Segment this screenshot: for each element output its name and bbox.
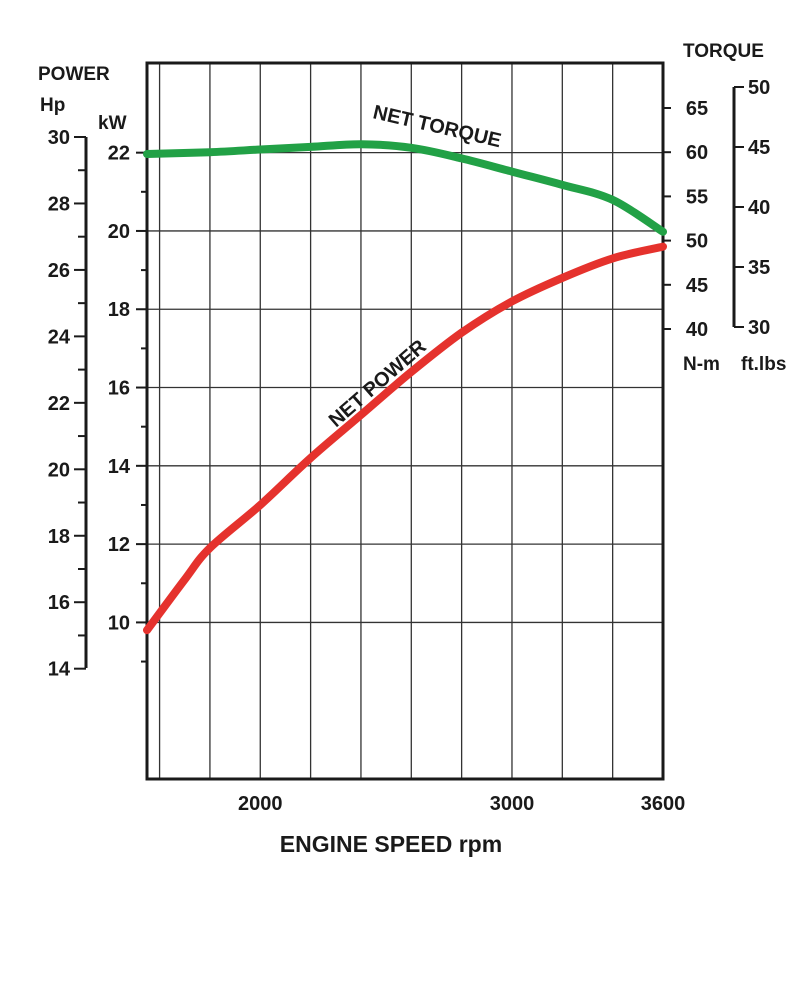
grid-horizontal-lines: [147, 152, 663, 624]
nm-tick-label: 50: [686, 231, 708, 253]
nm-tick-label: 55: [686, 186, 708, 208]
nm-unit-label: N-m: [683, 354, 720, 375]
ftlbs-tick-label: 35: [748, 257, 770, 279]
hp-tick-label: 22: [48, 393, 70, 415]
hp-tick-label: 20: [48, 459, 70, 481]
ftlbs-unit-label: ft.lbs: [741, 354, 786, 375]
hp-tick-label: 28: [48, 193, 70, 215]
plot-frame: [145, 61, 665, 781]
hp-tick-label: 14: [48, 659, 71, 681]
power-axis-title: POWER: [38, 64, 110, 85]
kw-tick-label: 18: [108, 299, 130, 321]
hp-unit-label: Hp: [40, 95, 65, 116]
series-label-net-power: NET POWER: [325, 335, 431, 431]
series-line-net-torque: [143, 140, 667, 236]
x-tick-label: 3000: [490, 793, 535, 815]
hp-tick-label: 24: [48, 326, 71, 348]
nm-tick-label: 45: [686, 275, 708, 297]
nm-tick-label: 40: [686, 319, 708, 341]
kw-tick-label: 12: [108, 534, 130, 556]
grid-vertical-lines: [158, 63, 614, 779]
kw-tick-label: 10: [108, 612, 130, 634]
nm-axis: 65 60 55 50 45 40: [663, 98, 708, 341]
x-axis-label: ENGINE SPEED rpm: [280, 831, 502, 857]
ftlbs-tick-label: 45: [748, 137, 770, 159]
kw-tick-label: 16: [108, 378, 130, 400]
kw-axis: 22 20 18 16 14 12 10: [108, 143, 147, 663]
ftlbs-tick-label: 50: [748, 77, 770, 99]
x-tick-label: 3600: [641, 793, 686, 815]
ftlbs-tick-label: 40: [748, 197, 770, 219]
torque-axis-title: TORQUE: [683, 41, 764, 62]
ftlbs-axis: 50 45 40 35 30: [732, 77, 770, 339]
hp-tick-label: 26: [48, 260, 70, 282]
hp-tick-label: 18: [48, 526, 70, 548]
kw-tick-label: 20: [108, 221, 130, 243]
nm-tick-label: 60: [686, 142, 708, 164]
ftlbs-tick-label: 30: [748, 317, 770, 339]
nm-tick-label: 65: [686, 98, 708, 120]
kw-tick-label: 22: [108, 143, 130, 165]
series-layer: [143, 140, 667, 635]
series-line-net-power: [143, 242, 667, 635]
x-tick-label: 2000: [238, 793, 283, 815]
x-axis: 2000 3000 3600: [238, 793, 685, 815]
kw-tick-label: 14: [108, 456, 131, 478]
hp-tick-label: 30: [48, 127, 70, 149]
hp-axis: 30 28 26 24 22 20 18 16 14: [48, 127, 88, 681]
hp-tick-label: 16: [48, 592, 70, 614]
kw-unit-label: kW: [98, 113, 127, 134]
